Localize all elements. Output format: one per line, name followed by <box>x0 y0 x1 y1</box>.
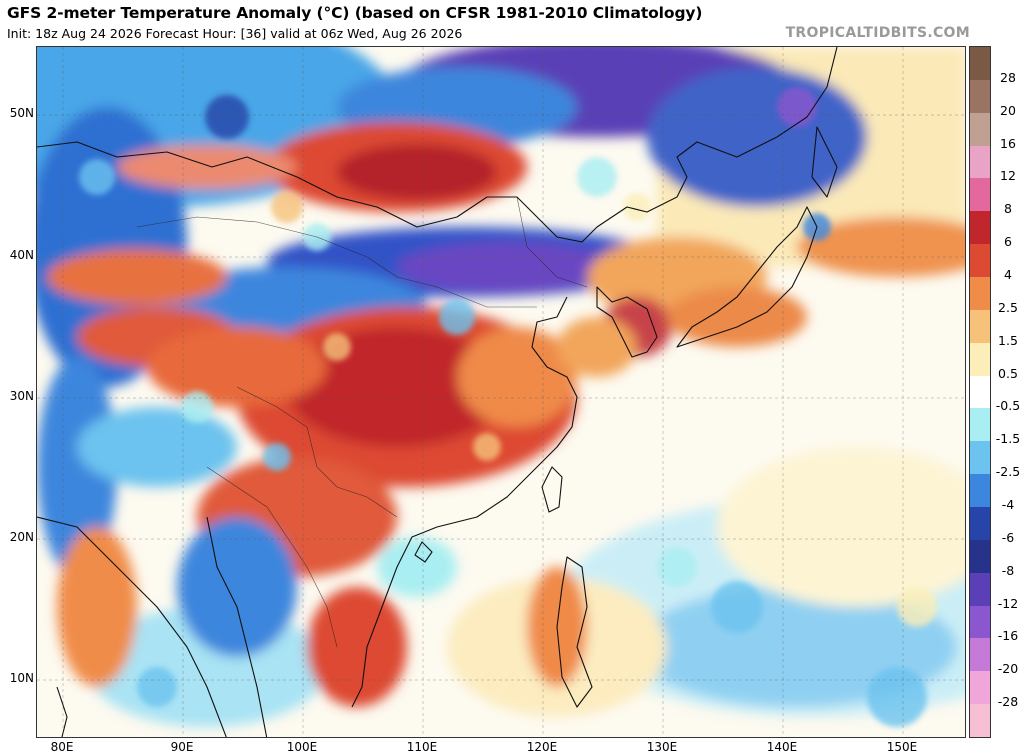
color-scale-swatch <box>970 211 990 245</box>
lon-label-120e: 120E <box>526 740 558 754</box>
color-scale-label: -12 <box>997 595 1019 611</box>
color-scale-swatch <box>970 47 990 81</box>
color-scale-label: 2.5 <box>998 299 1018 315</box>
color-scale <box>969 46 991 738</box>
color-scale-swatch <box>970 474 990 508</box>
color-scale-label: 8 <box>1004 201 1012 217</box>
color-scale-label: -2.5 <box>995 464 1021 480</box>
color-scale-swatch <box>970 178 990 212</box>
color-scale-swatch <box>970 441 990 475</box>
coastlines <box>37 47 838 737</box>
color-scale-swatch <box>970 572 990 607</box>
lon-label-150e: 150E <box>886 740 918 754</box>
color-scale-swatch <box>970 112 990 147</box>
lat-label-20n: 20N <box>9 530 34 544</box>
color-scale-swatch <box>970 704 990 738</box>
lon-label-80e: 80E <box>50 740 74 754</box>
lon-label-110e: 110E <box>406 740 438 754</box>
anomaly-map <box>36 46 966 738</box>
lat-label-50n: 50N <box>9 106 34 120</box>
color-scale-label: 1.5 <box>998 332 1018 348</box>
lon-label-100e: 100E <box>286 740 318 754</box>
map-canvas <box>37 47 965 737</box>
color-scale-swatch <box>970 605 990 639</box>
lon-label-90e: 90E <box>170 740 194 754</box>
color-scale-swatch <box>970 375 990 409</box>
lat-label-10n: 10N <box>9 671 34 685</box>
color-scale-label: 0.5 <box>998 365 1018 381</box>
color-scale-label: 6 <box>1004 234 1012 250</box>
color-scale-label: -0.5 <box>995 398 1021 414</box>
color-scale-label: 28 <box>1000 69 1016 85</box>
color-scale-label: -1.5 <box>995 431 1021 447</box>
color-scale-swatch <box>970 638 990 672</box>
anomaly-speckle <box>79 87 937 727</box>
brand-watermark: TROPICALTIDBITS.COM <box>785 25 970 41</box>
color-scale-swatch <box>970 145 990 179</box>
color-scale-swatch <box>970 342 990 377</box>
lat-label-30n: 30N <box>9 389 34 403</box>
map-title: GFS 2-meter Temperature Anomaly (°C) (ba… <box>7 4 703 22</box>
color-scale-label: -4 <box>1001 497 1015 512</box>
color-scale-swatch <box>970 309 990 344</box>
color-scale-label: -6 <box>1001 529 1015 545</box>
color-scale-label: -16 <box>997 628 1019 644</box>
color-scale-label: 20 <box>1000 102 1016 118</box>
lon-label-130e: 130E <box>646 740 678 754</box>
color-scale-label: 4 <box>1004 267 1012 282</box>
color-scale-label: -8 <box>1001 562 1015 578</box>
color-scale-swatch <box>970 277 990 311</box>
color-scale-swatch <box>970 671 990 705</box>
color-scale-swatch <box>970 244 990 278</box>
map-subtitle: Init: 18z Aug 24 2026 Forecast Hour: [36… <box>7 26 463 41</box>
header: GFS 2-meter Temperature Anomaly (°C) (ba… <box>0 0 1024 46</box>
color-scale-swatch <box>970 408 990 442</box>
color-scale-label: -28 <box>997 694 1019 710</box>
color-scale-swatch <box>970 79 990 114</box>
color-scale-swatch <box>970 539 990 574</box>
graticule <box>37 47 965 737</box>
color-scale-label: -20 <box>997 661 1019 677</box>
lat-label-40n: 40N <box>9 248 34 262</box>
lon-label-140e: 140E <box>766 740 798 754</box>
color-scale-label: 12 <box>1000 168 1016 184</box>
color-scale-label: 16 <box>1000 135 1016 151</box>
color-scale-swatch <box>970 507 990 541</box>
